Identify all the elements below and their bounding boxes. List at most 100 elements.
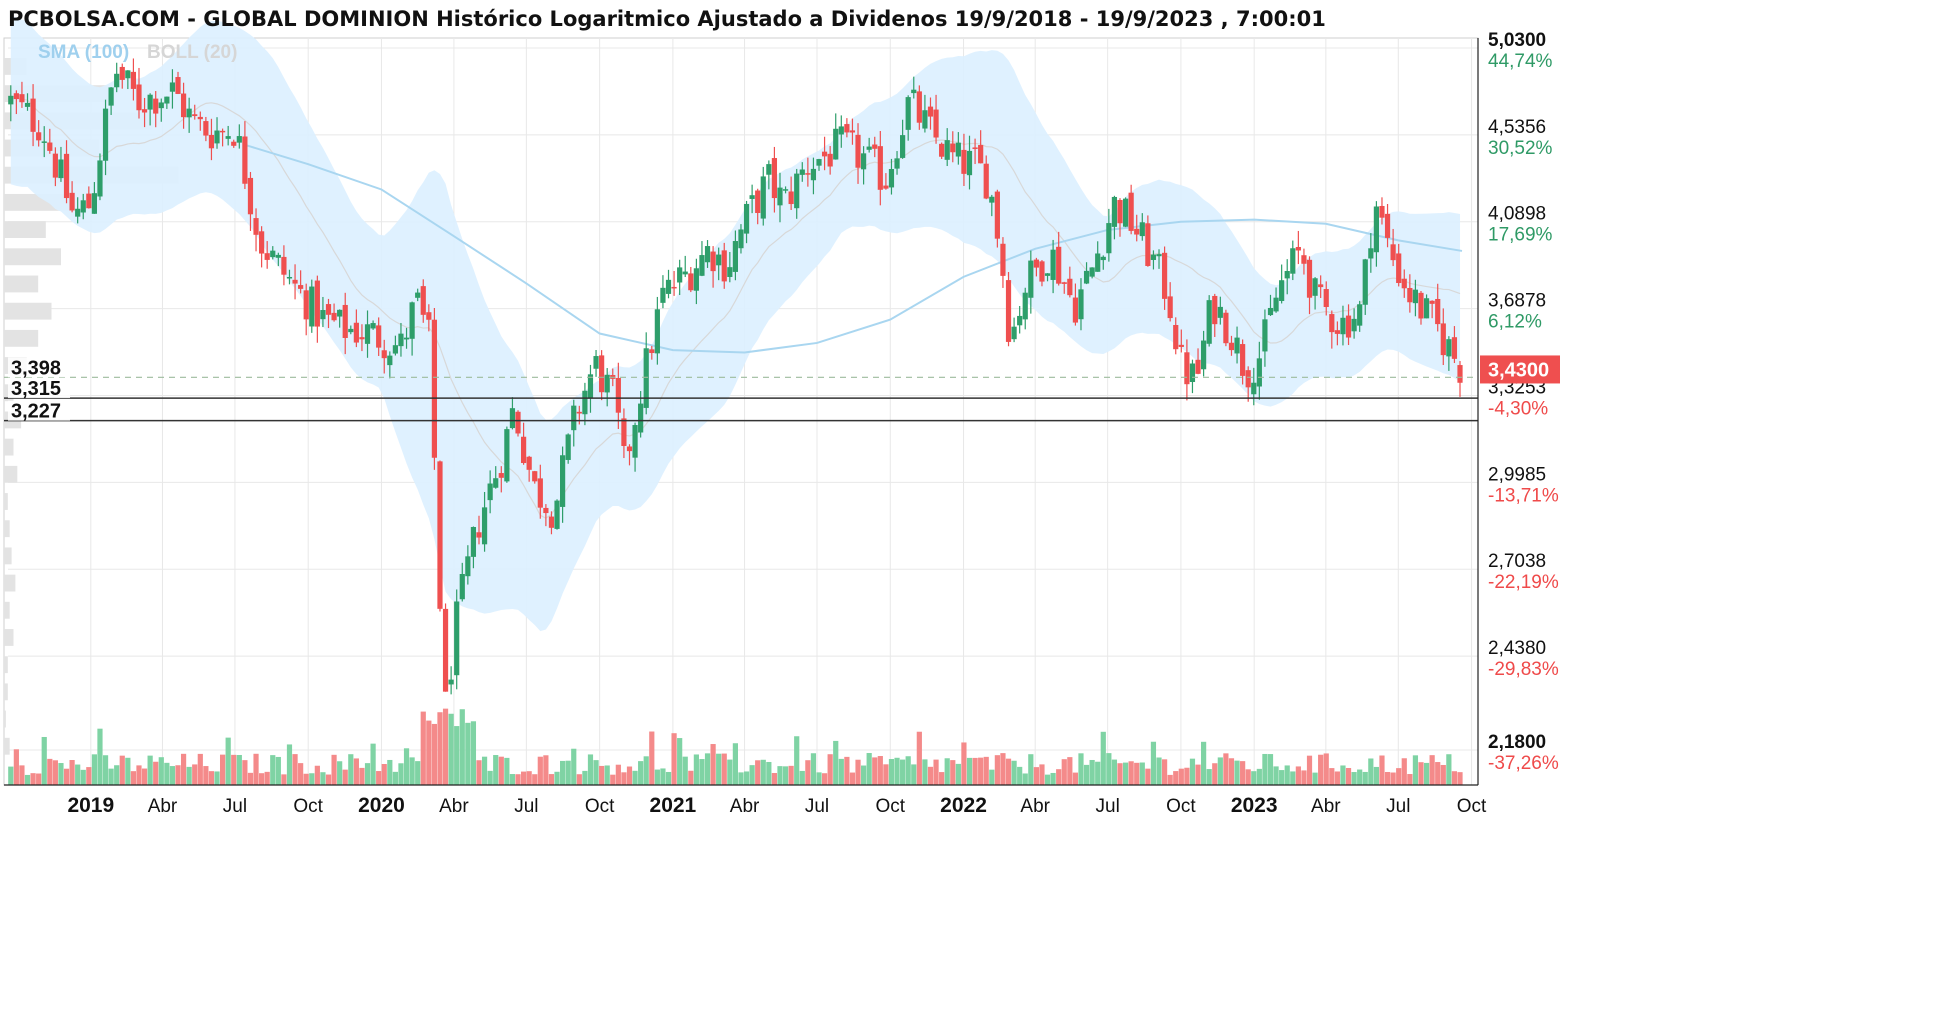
volume-bar <box>738 772 744 785</box>
volume-bar <box>1089 759 1095 785</box>
volume-bar <box>86 767 92 785</box>
volume-bar <box>966 757 973 785</box>
volume-bar <box>1017 766 1023 785</box>
volume-bar <box>91 754 97 785</box>
candle-body <box>1061 282 1067 284</box>
volume-bar <box>872 757 878 785</box>
candle-body <box>1334 330 1340 334</box>
candle-body <box>86 193 92 209</box>
candle-body <box>415 292 421 298</box>
candle-body <box>1407 287 1413 303</box>
y-tick-percent: 17,69% <box>1488 225 1553 246</box>
candle-body <box>883 185 889 189</box>
volume-bar <box>1050 772 1056 785</box>
candle-body <box>866 146 872 150</box>
candle-body <box>1156 254 1162 257</box>
volume-bar <box>415 761 421 785</box>
x-tick-label: Oct <box>585 796 615 817</box>
volume-bar <box>671 733 677 785</box>
volume-bar <box>1279 770 1285 785</box>
candle-body <box>504 429 510 482</box>
volume-profile-bar <box>4 302 52 320</box>
volume-bar <box>1334 771 1340 785</box>
candle-body <box>905 97 911 130</box>
level-label: 3,398 <box>11 357 61 379</box>
candle-body <box>342 304 348 338</box>
volume-bar <box>1111 759 1118 785</box>
candle-body <box>794 173 800 209</box>
candle-body <box>537 478 543 508</box>
candle-body <box>1028 260 1034 298</box>
candle-body <box>565 434 571 460</box>
candle-body <box>532 471 538 482</box>
volume-bar <box>130 771 137 785</box>
volume-profile-bar <box>4 547 12 565</box>
volume-bar <box>125 757 131 785</box>
volume-bar <box>782 766 789 785</box>
candle-body <box>816 159 822 166</box>
candle-body <box>1139 222 1145 237</box>
candle-body <box>125 70 131 79</box>
volume-bar <box>1039 764 1045 785</box>
volume-bar <box>710 744 716 785</box>
candle-body <box>766 164 772 175</box>
candle-body <box>1145 223 1151 266</box>
volume-bar <box>30 773 36 785</box>
volume-bar <box>554 771 560 785</box>
volume-bar <box>1368 758 1374 785</box>
volume-bar <box>281 774 287 785</box>
candle-body <box>169 82 176 92</box>
candle-body <box>454 601 460 676</box>
x-tick-label: Jul <box>1096 796 1120 817</box>
volume-bar <box>320 772 326 785</box>
candle-body <box>1217 306 1223 318</box>
volume-bar <box>983 756 989 785</box>
legend-sma[interactable]: SMA (100) <box>38 42 129 63</box>
candle-body <box>153 98 159 114</box>
candle-body <box>493 478 499 488</box>
volume-bar <box>520 771 527 785</box>
y-tick-percent: 6,12% <box>1488 312 1542 333</box>
candle-body <box>704 246 711 263</box>
candle-body <box>838 126 844 135</box>
y-tick-label: 3,6878 <box>1488 291 1546 312</box>
volume-bar <box>1061 759 1067 785</box>
volume-bar <box>114 765 120 785</box>
candle-body <box>955 142 961 157</box>
volume-bar <box>41 736 47 785</box>
candle-body <box>1262 319 1268 352</box>
volume-bar <box>481 756 488 785</box>
volume-bar <box>677 738 683 785</box>
volume-bar <box>1284 765 1290 785</box>
candle-body <box>1178 344 1184 347</box>
volume-bar <box>699 759 705 785</box>
x-tick-label: 2019 <box>67 794 114 817</box>
legend-boll[interactable]: BOLL (20) <box>147 42 237 63</box>
candle-body <box>950 143 956 153</box>
candle-body <box>961 149 967 174</box>
candle-body <box>1117 199 1123 224</box>
candle-body <box>13 93 19 100</box>
volume-bar <box>1357 769 1363 785</box>
volume-bar <box>1407 774 1413 785</box>
volume-bar <box>348 754 354 785</box>
volume-bar <box>1390 772 1396 785</box>
candle-body <box>253 218 259 235</box>
volume-profile-bar <box>4 520 10 538</box>
candle-body <box>1022 292 1028 320</box>
volume-bar <box>476 760 482 785</box>
volume-bar <box>186 766 192 785</box>
candle-body <box>777 187 783 206</box>
volume-bar <box>376 771 382 785</box>
candle-body <box>1423 298 1430 319</box>
volume-profile-bar <box>4 629 14 646</box>
x-tick-label: Oct <box>1166 796 1196 817</box>
volume-profile-bar <box>4 493 8 510</box>
candle-body <box>587 374 594 398</box>
candle-body <box>1228 342 1235 351</box>
candle-body <box>509 408 516 429</box>
x-tick-label: 2020 <box>358 794 405 817</box>
candle-body <box>1173 324 1179 350</box>
volume-bar <box>704 753 711 785</box>
volume-bar <box>1139 762 1145 785</box>
